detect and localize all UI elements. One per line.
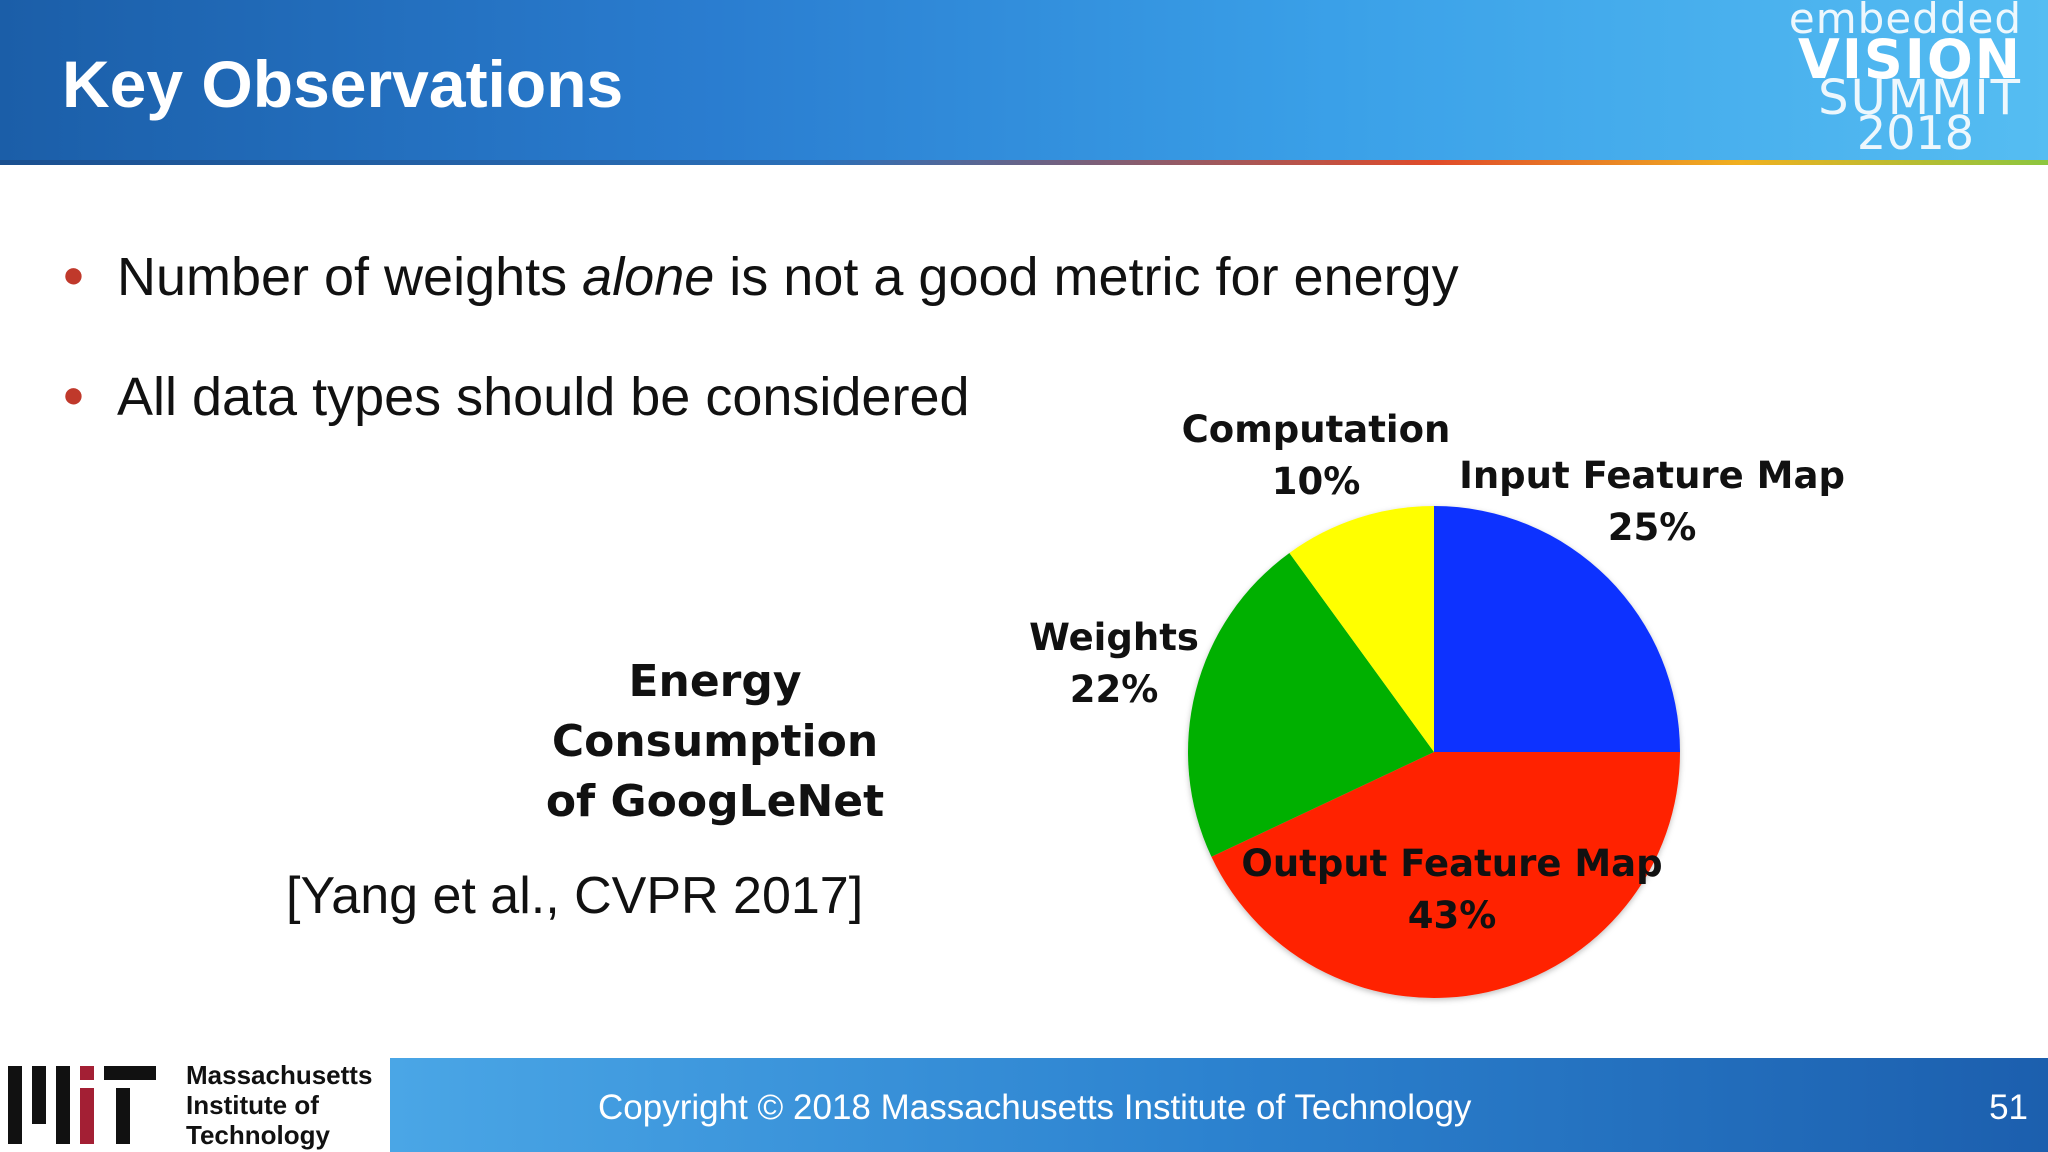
pie-svg bbox=[1188, 506, 1680, 998]
brand-line-summit: SUMMIT bbox=[1818, 70, 2022, 126]
bullet-text-emphasis: alone bbox=[582, 247, 715, 307]
pie-label-value: 25% bbox=[1607, 506, 1697, 549]
chart-caption-line1: Energy Consumption bbox=[551, 656, 879, 767]
pie-slice-input-feature-map bbox=[1434, 506, 1680, 752]
mit-logo bbox=[8, 1066, 158, 1144]
pie-label-input-feature-map: Input Feature Map 25% bbox=[1459, 450, 1845, 554]
pie-label-value: 22% bbox=[1069, 668, 1159, 711]
pie-label-name: Weights bbox=[1029, 616, 1199, 659]
bullet-text-post: is not a good metric for energy bbox=[714, 247, 1459, 307]
footer-bar: Copyright © 2018 Massachusetts Institute… bbox=[390, 1058, 2048, 1152]
embedded-vision-summit-logo: embedded VISION SUMMIT 2018 bbox=[1789, 0, 2022, 160]
pie-label-value: 43% bbox=[1407, 894, 1497, 937]
title-bar: Key Observations embedded VISION SUMMIT … bbox=[0, 0, 2048, 162]
bullet-weights-metric: ● Number of weights alone is not a good m… bbox=[62, 246, 1459, 308]
copyright-text: Copyright © 2018 Massachusetts Institute… bbox=[598, 1088, 1472, 1127]
brand-line-embedded: embedded bbox=[1788, 0, 2022, 43]
page-number: 51 bbox=[1989, 1088, 2028, 1127]
mit-wordmark-line1: Massachusetts bbox=[186, 1060, 373, 1090]
pie-label-computation: Computation 10% bbox=[1182, 404, 1451, 508]
pie-slice-weights bbox=[1188, 552, 1434, 857]
pie-label-name: Output Feature Map bbox=[1241, 842, 1663, 885]
bullet-data-types: ● All data types should be considered bbox=[62, 366, 970, 428]
slide-title: Key Observations bbox=[62, 47, 624, 121]
pie-label-weights: Weights 22% bbox=[1029, 612, 1199, 716]
mit-wordmark: Massachusetts Institute of Technology bbox=[186, 1060, 372, 1150]
chart-caption: Energy Consumption of GoogLeNet bbox=[460, 652, 970, 832]
pie-label-name: Computation bbox=[1181, 408, 1451, 451]
pie-slice-output-feature-map bbox=[1211, 752, 1680, 998]
pie-label-output-feature-map: Output Feature Map 43% bbox=[1241, 838, 1662, 942]
bullet-dot: ● bbox=[62, 374, 85, 416]
pie-slice-computation bbox=[1289, 506, 1434, 752]
energy-pie-chart: Input Feature Map 25% Output Feature Map 43… bbox=[1000, 390, 1900, 1030]
mit-wordmark-line2: Institute of bbox=[186, 1090, 319, 1120]
header-divider bbox=[0, 160, 2048, 165]
mit-wordmark-line3: Technology bbox=[186, 1120, 330, 1150]
pie-label-name: Input Feature Map bbox=[1459, 454, 1845, 497]
bullet-dot: ● bbox=[62, 254, 85, 296]
chart-caption-line2: of GoogLeNet bbox=[545, 776, 885, 827]
bullet-text-pre: Number of weights bbox=[116, 247, 583, 307]
pie-label-value: 10% bbox=[1271, 460, 1361, 503]
bullet-text: All data types should be considered bbox=[116, 367, 970, 427]
brand-line-vision: VISION bbox=[1798, 28, 2022, 91]
citation: [Yang et al., CVPR 2017] bbox=[286, 867, 864, 925]
brand-line-year: 2018 bbox=[1856, 106, 1974, 160]
